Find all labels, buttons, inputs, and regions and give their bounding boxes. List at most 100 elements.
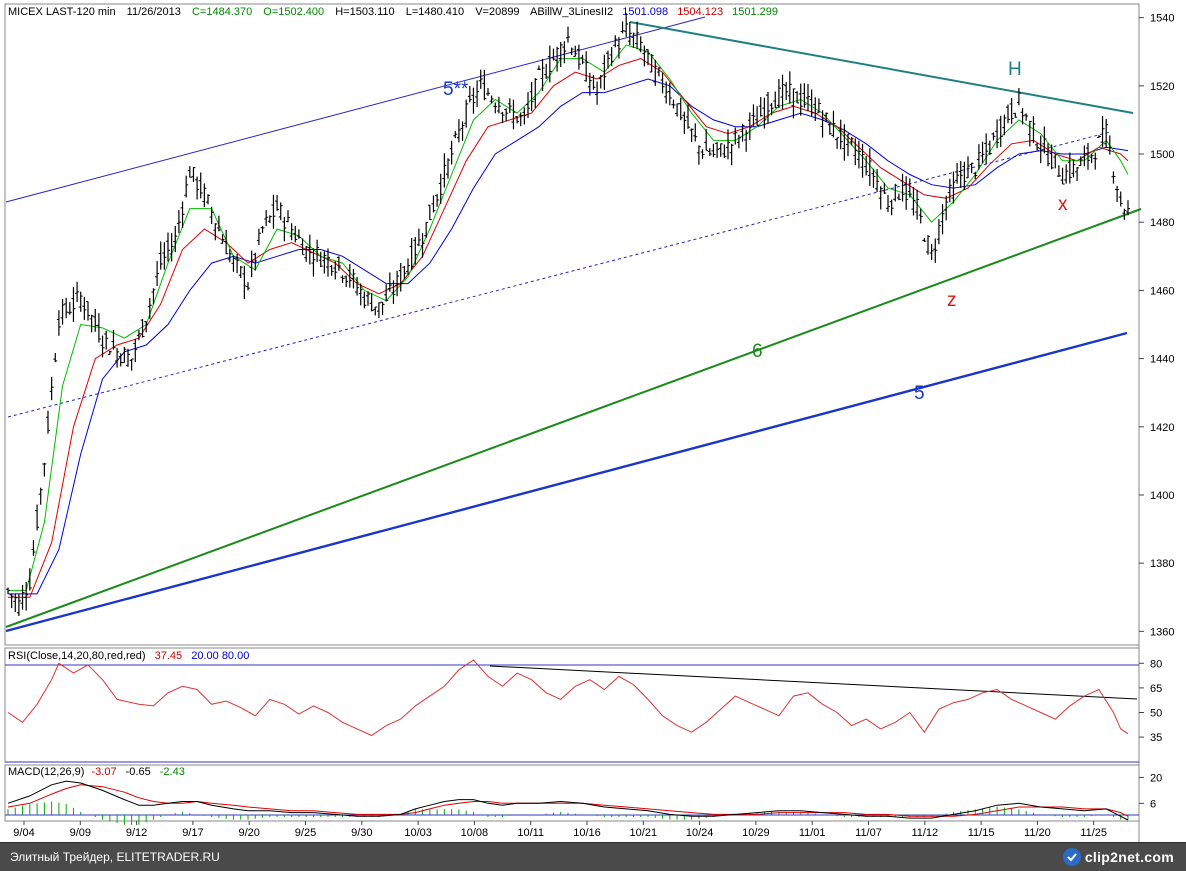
ohlc-bar <box>67 302 72 315</box>
header-high: H=1503.110 <box>335 6 394 18</box>
ohlc-bar <box>1002 114 1007 136</box>
ohlc-bar <box>53 352 58 363</box>
ohlc-bar <box>893 183 898 202</box>
ohlc-bar <box>267 215 272 224</box>
ohlc-bar <box>111 330 116 350</box>
ohlc-bar <box>333 261 338 280</box>
ohlc-bar <box>962 161 967 190</box>
ohlc-bar <box>955 163 960 184</box>
ohlc-bar <box>682 111 687 134</box>
x-tick-label: 10/21 <box>630 827 658 839</box>
ohlc-bar <box>311 248 316 277</box>
ohlc-bar <box>860 143 865 178</box>
price-tick-label: 1480 <box>1150 217 1174 229</box>
ohlc-bar <box>758 97 763 117</box>
ohlc-bar <box>998 115 1003 147</box>
x-tick-label: 11/12 <box>911 827 938 839</box>
ohlc-bar <box>9 593 14 609</box>
ohlc-bar <box>75 281 80 302</box>
ohlc-bar <box>518 112 523 127</box>
ohlc-bar <box>1118 191 1123 207</box>
ohlc-bar <box>711 143 716 158</box>
price-tick-label: 1360 <box>1150 626 1174 638</box>
ohlc-bar <box>515 115 520 124</box>
wave-label-h: H <box>1008 59 1022 80</box>
ma-slow-layer <box>8 78 1129 595</box>
ohlc-bar <box>522 107 527 125</box>
ohlc-bar <box>667 82 672 106</box>
ohlc-bar <box>889 199 894 216</box>
clip2net-brand[interactable]: clip2net.com <box>1062 847 1174 867</box>
ohlc-bar <box>729 143 734 166</box>
ma-fast-line <box>8 44 1129 591</box>
ohlc-bar <box>424 221 429 239</box>
ohlc-bar <box>726 129 730 160</box>
ohlc-bar <box>398 262 403 292</box>
ohlc-bar <box>875 169 880 193</box>
ohlc-bar <box>642 45 647 67</box>
ohlc-bar <box>1038 135 1043 164</box>
ohlc-bar <box>144 321 149 333</box>
ohlc-bar <box>191 167 196 183</box>
wave-label-x: x <box>1058 194 1068 215</box>
ohlc-bar <box>206 194 210 205</box>
ohlc-bar <box>467 86 472 103</box>
ohlc-bar <box>936 219 941 245</box>
ohlc-bar <box>235 253 240 274</box>
rsi-header: RSI(Close,14,20,80,red,red) 37.45 20.00 … <box>8 650 249 662</box>
ohlc-bar <box>529 81 534 112</box>
ohlc-bar <box>82 296 87 320</box>
price-tick-label: 1540 <box>1150 13 1174 25</box>
header-close: C=1484.370 <box>192 6 252 18</box>
ohlc-bar <box>446 158 450 179</box>
ohlc-bar <box>427 204 432 221</box>
header-low: L=1480.410 <box>406 6 464 18</box>
ohlc-bar <box>227 249 232 263</box>
ohlc-bar <box>598 75 603 89</box>
ohlc-bar <box>1126 200 1130 216</box>
ohlc-bar <box>318 251 323 268</box>
upper-channel-line <box>5 16 706 203</box>
ohlc-bar <box>387 272 392 292</box>
ohlc-bar <box>740 123 745 142</box>
x-axis: 9/04 9/09 9/12 9/17 9/20 9/25 9/30 10/03 10/08 10… <box>13 821 1107 839</box>
ohlc-bar <box>1027 120 1032 147</box>
ohlc-bar <box>776 79 781 109</box>
ohlc-bar <box>140 318 145 338</box>
wave-label-6: 6 <box>752 341 763 362</box>
ohlc-bar <box>380 301 385 316</box>
ohlc-bar <box>56 310 61 336</box>
ohlc-bar <box>584 51 589 82</box>
ohlc-bar <box>1093 152 1098 170</box>
ohlc-bar <box>842 124 847 161</box>
ohlc-bar <box>722 144 727 158</box>
rsi-tick-label: 35 <box>1150 732 1162 744</box>
ohlc-bar <box>315 239 320 262</box>
footer-source: Элитный Трейдер, ELITETRADER.RU <box>10 850 220 864</box>
wave-label-z: z <box>947 290 957 311</box>
x-tick-label: 11/20 <box>1024 827 1051 839</box>
ohlc-bar <box>969 162 974 174</box>
ohlc-bar <box>591 74 596 90</box>
ohlc-bar <box>704 129 709 151</box>
ohlc-bar <box>31 540 36 556</box>
header-symbol: MICEX LAST-120 min <box>8 6 116 18</box>
x-tick-label: 11/07 <box>855 827 882 839</box>
ohlc-bar <box>504 108 509 122</box>
rsi-tick-label: 50 <box>1150 708 1162 720</box>
ohlc-bar <box>613 35 618 48</box>
ohlc-bar <box>449 140 454 165</box>
ohlc-bar <box>133 338 138 363</box>
ohlc-bar <box>991 132 996 141</box>
ohlc-bar <box>391 280 396 304</box>
ohlc-bar <box>35 504 40 531</box>
price-tick-label: 1440 <box>1150 354 1174 366</box>
ohlc-bar <box>926 235 930 255</box>
clip2net-icon <box>1062 848 1081 866</box>
ohlc-bar <box>646 49 650 66</box>
ohlc-bar <box>282 217 287 242</box>
ohlc-bar <box>438 173 443 204</box>
ohlc-bar <box>431 195 436 213</box>
ohlc-bar <box>158 241 163 270</box>
ohlc-bar <box>987 140 992 156</box>
